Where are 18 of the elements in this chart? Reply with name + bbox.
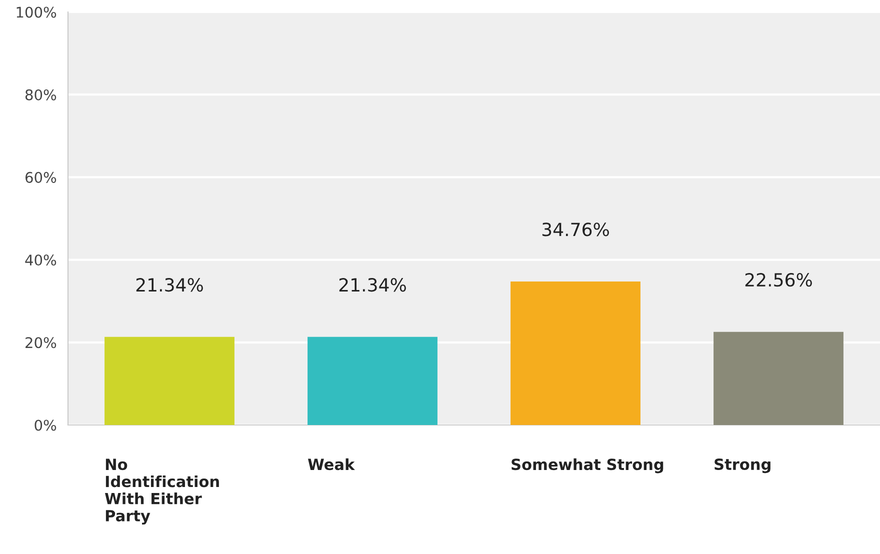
y-tick-label: 0% (34, 420, 56, 431)
data-label: 34.76% (542, 222, 609, 236)
y-tick-label: 100% (16, 6, 56, 18)
data-label: 21.34% (136, 278, 203, 292)
y-tick-label: 20% (26, 337, 56, 348)
data-label: 21.34% (339, 278, 406, 292)
bar (308, 336, 438, 425)
bar (104, 336, 234, 425)
bar (714, 332, 844, 425)
y-tick-label: 60% (25, 172, 56, 183)
y-tick-label: 80% (25, 89, 56, 100)
x-tick-label: Strong (714, 458, 770, 474)
x-tick-label: Weak (308, 458, 355, 470)
x-tick-label: Somewhat Strong (512, 458, 664, 474)
bar (510, 281, 640, 425)
x-tick-label: No Identification With Either Party (104, 458, 219, 525)
y-tick-label: 40% (25, 254, 56, 266)
data-label: 22.56% (745, 273, 812, 287)
